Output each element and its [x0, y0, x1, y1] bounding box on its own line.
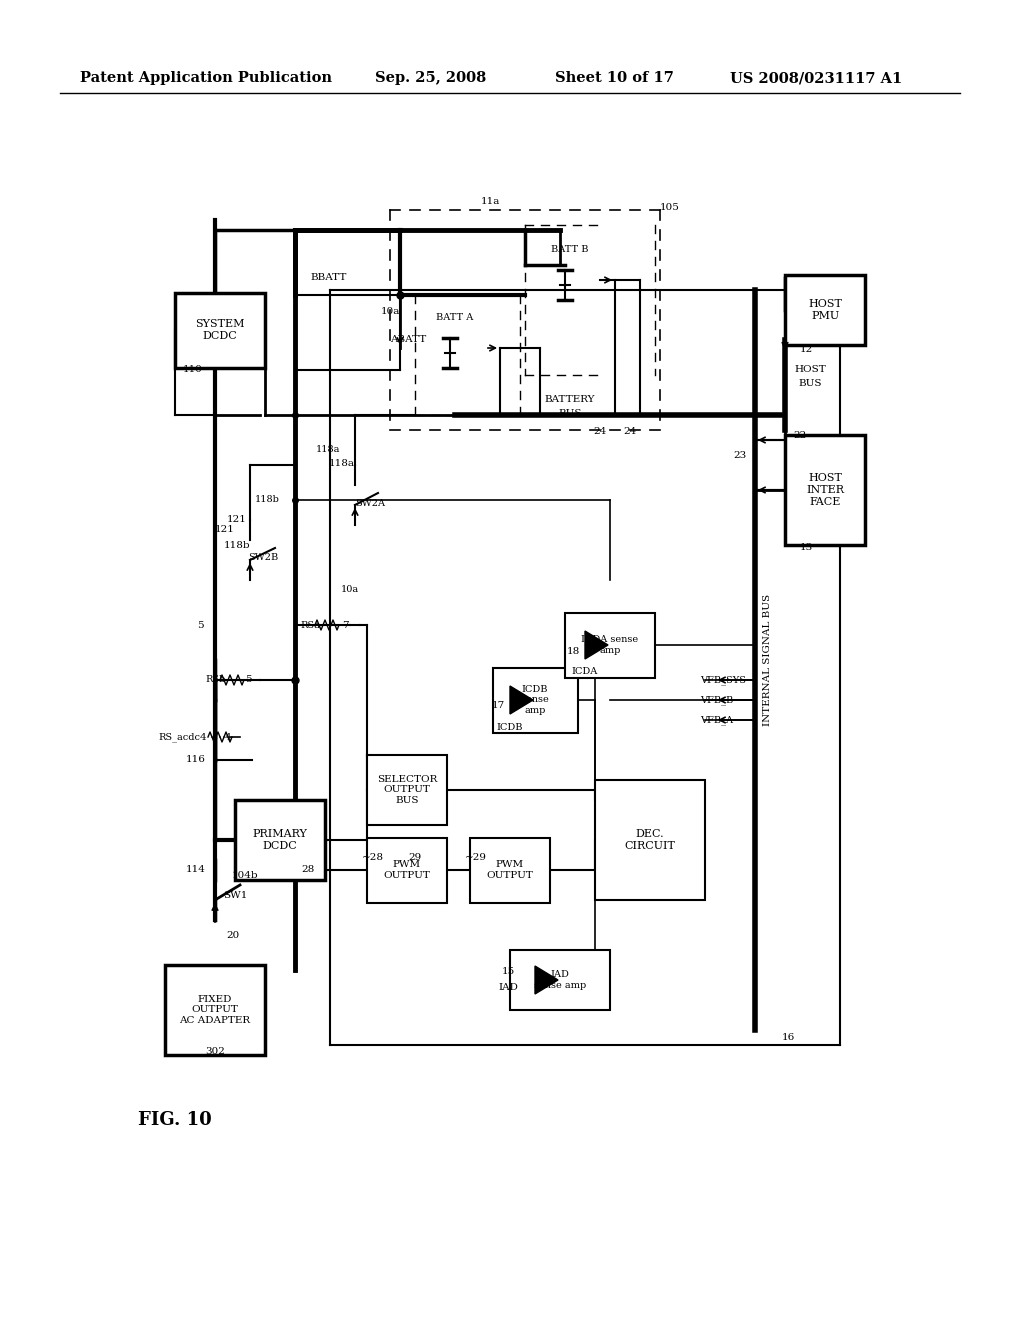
Text: ~29: ~29	[465, 854, 487, 862]
Text: HOST
INTER
FACE: HOST INTER FACE	[806, 474, 844, 507]
Text: 114: 114	[186, 866, 206, 874]
Text: Sep. 25, 2008: Sep. 25, 2008	[375, 71, 486, 84]
Text: 10a: 10a	[380, 308, 399, 317]
Text: 29: 29	[409, 854, 422, 862]
Text: 116: 116	[186, 755, 206, 764]
Text: ABATT: ABATT	[390, 335, 426, 345]
Bar	[785, 275, 865, 345]
Text: 121: 121	[227, 516, 247, 524]
Text: 13: 13	[800, 544, 813, 553]
Text: ICDB: ICDB	[497, 723, 523, 733]
Bar	[510, 950, 610, 1010]
Text: BATT A: BATT A	[436, 314, 474, 322]
Bar	[367, 837, 447, 903]
Text: 7: 7	[342, 620, 348, 630]
Text: SYSTEM
DCDC: SYSTEM DCDC	[196, 319, 245, 341]
Text: 16: 16	[781, 1034, 795, 1043]
Text: ICDB
sense
amp: ICDB sense amp	[521, 685, 549, 715]
Text: 104b: 104b	[231, 870, 258, 879]
Text: Patent Application Publication: Patent Application Publication	[80, 71, 332, 84]
Text: HOST
PMU: HOST PMU	[808, 300, 842, 321]
Text: HOST: HOST	[795, 366, 826, 375]
Text: BUS: BUS	[558, 408, 582, 417]
Text: INTERNAL SIGNAL BUS: INTERNAL SIGNAL BUS	[764, 594, 772, 726]
Text: 302: 302	[205, 1048, 225, 1056]
Text: SW1: SW1	[223, 891, 247, 899]
Text: FIG. 10: FIG. 10	[138, 1111, 212, 1129]
Bar	[165, 965, 265, 1055]
Text: VFB_A: VFB_A	[700, 715, 733, 725]
Bar	[785, 436, 865, 545]
Bar	[595, 780, 705, 900]
Text: 22: 22	[794, 430, 807, 440]
Text: FIXED
OUTPUT
AC ADAPTER: FIXED OUTPUT AC ADAPTER	[179, 995, 251, 1024]
Text: VFB_B: VFB_B	[700, 696, 733, 705]
Text: 28: 28	[301, 866, 314, 874]
Bar	[470, 837, 550, 903]
Text: 20: 20	[226, 931, 240, 940]
Text: 24: 24	[593, 428, 606, 437]
Text: 11a: 11a	[480, 198, 500, 206]
Text: BBATT: BBATT	[310, 272, 346, 281]
Text: SW2B: SW2B	[248, 553, 279, 562]
Text: 110: 110	[183, 366, 203, 375]
Text: RSb: RSb	[206, 676, 226, 685]
Text: 118b: 118b	[255, 495, 280, 504]
Text: ICDA: ICDA	[571, 668, 598, 676]
Bar	[175, 293, 265, 367]
Bar	[234, 800, 325, 880]
Text: 4: 4	[224, 733, 231, 742]
Text: 10a: 10a	[341, 586, 359, 594]
Text: RS_acdc: RS_acdc	[158, 733, 200, 742]
Text: VFB_SYS: VFB_SYS	[700, 675, 746, 685]
Polygon shape	[510, 686, 534, 714]
Text: 121: 121	[215, 525, 234, 535]
Text: 15: 15	[502, 968, 515, 977]
Text: BATT B: BATT B	[551, 246, 589, 255]
Polygon shape	[585, 631, 608, 659]
Text: 105: 105	[660, 203, 680, 213]
Text: PWM
OUTPUT: PWM OUTPUT	[486, 861, 534, 879]
Text: US 2008/0231117 A1: US 2008/0231117 A1	[730, 71, 902, 84]
Text: ICDA sense
amp: ICDA sense amp	[582, 635, 639, 655]
Text: IAD
sense amp: IAD sense amp	[534, 970, 586, 990]
Text: SW2A: SW2A	[355, 499, 385, 507]
Text: 5: 5	[245, 676, 251, 685]
Polygon shape	[535, 966, 558, 994]
Text: 17: 17	[492, 701, 505, 710]
Text: 118b: 118b	[223, 540, 250, 549]
Text: 12: 12	[800, 346, 813, 355]
Bar	[493, 668, 578, 733]
Text: 23: 23	[733, 450, 746, 459]
Text: 118a: 118a	[315, 446, 340, 454]
Text: BUS: BUS	[799, 379, 821, 388]
Text: PRIMARY
DCDC: PRIMARY DCDC	[253, 829, 307, 851]
Text: Sheet 10 of 17: Sheet 10 of 17	[555, 71, 674, 84]
Text: DEC.
CIRCUIT: DEC. CIRCUIT	[625, 829, 676, 851]
Text: 4: 4	[200, 733, 206, 742]
Text: 18: 18	[566, 647, 580, 656]
Text: BATTERY: BATTERY	[545, 396, 595, 404]
Text: 118a: 118a	[329, 459, 355, 469]
Text: SELECTOR
OUTPUT
BUS: SELECTOR OUTPUT BUS	[377, 775, 437, 805]
Text: ~28: ~28	[362, 854, 384, 862]
Bar	[367, 755, 447, 825]
Text: 5: 5	[197, 620, 204, 630]
Text: 24: 24	[624, 428, 637, 437]
Text: PWM
OUTPUT: PWM OUTPUT	[384, 861, 430, 879]
Bar	[565, 612, 655, 677]
Text: RSa: RSa	[300, 620, 319, 630]
Text: IAD: IAD	[498, 983, 518, 993]
